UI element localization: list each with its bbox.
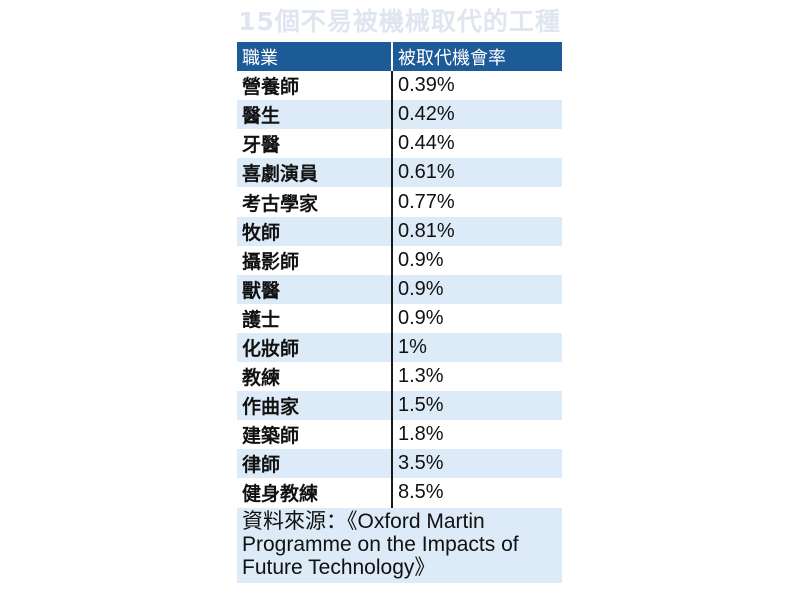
- rate-cell: 0.61%: [398, 161, 455, 184]
- job-cell: 牧師: [237, 216, 393, 246]
- table-row: 攝影師 0.9%: [237, 245, 562, 275]
- rate-cell: 0.44%: [398, 132, 455, 155]
- table-row: 作曲家 1.5%: [237, 391, 562, 421]
- rate-cell: 1.8%: [398, 423, 444, 446]
- rate-cell: 0.77%: [398, 190, 455, 213]
- job-cell: 作曲家: [237, 391, 393, 421]
- table-row: 醫生 0.42%: [237, 100, 562, 130]
- job-cell: 護士: [237, 303, 393, 333]
- job-cell: 建築師: [237, 420, 393, 450]
- job-cell: 健身教練: [237, 478, 393, 508]
- table-header-row: 職業 被取代機會率: [237, 42, 562, 72]
- rate-cell: 3.5%: [398, 452, 444, 475]
- job-cell: 化妝師: [237, 332, 393, 363]
- data-table: 職業 被取代機會率 營養師 0.39% 醫生 0.42% 牙醫 0.44% 喜劇演員 0.61…: [237, 42, 562, 583]
- table-card: 15個不易被機械取代的工種 職業 被取代機會率 營養師 0.39% 醫生 0.42% 牙…: [237, 0, 562, 585]
- table-row: 律師 3.5%: [237, 449, 562, 479]
- column-header-rate: 被取代機會率: [398, 47, 506, 69]
- table-row: 營養師 0.39%: [237, 71, 562, 101]
- rate-cell: 0.42%: [398, 103, 455, 126]
- job-cell: 考古學家: [237, 187, 393, 217]
- table-row: 護士 0.9%: [237, 303, 562, 333]
- rate-cell: 8.5%: [398, 481, 444, 504]
- rate-cell: 0.81%: [398, 219, 455, 242]
- job-cell: 醫生: [237, 100, 393, 130]
- rate-cell: 1%: [398, 335, 427, 358]
- rate-cell: 0.9%: [398, 306, 444, 329]
- job-cell: 營養師: [237, 71, 393, 101]
- source-note: 資料來源：《Oxford Martin Programme on the Imp…: [237, 507, 562, 583]
- table-row: 牧師 0.81%: [237, 216, 562, 246]
- job-cell: 教練: [237, 362, 393, 392]
- table-row: 牙醫 0.44%: [237, 129, 562, 159]
- rate-cell: 0.9%: [398, 248, 444, 271]
- job-cell: 律師: [237, 449, 393, 479]
- column-header-job: 職業: [237, 42, 393, 72]
- rate-cell: 1.3%: [398, 365, 444, 388]
- rate-cell: 1.5%: [398, 394, 444, 417]
- table-row: 喜劇演員 0.61%: [237, 158, 562, 188]
- table-row: 考古學家 0.77%: [237, 187, 562, 217]
- table-body: 營養師 0.39% 醫生 0.42% 牙醫 0.44% 喜劇演員 0.61% 考古學家 0.77%…: [237, 71, 562, 508]
- rate-cell: 0.39%: [398, 74, 455, 97]
- job-cell: 攝影師: [237, 245, 393, 275]
- job-cell: 獸醫: [237, 274, 393, 304]
- job-cell: 牙醫: [237, 129, 393, 159]
- job-cell: 喜劇演員: [237, 158, 393, 188]
- table-row: 教練 1.3%: [237, 362, 562, 392]
- rate-cell: 0.9%: [398, 277, 444, 300]
- table-row: 健身教練 8.5%: [237, 478, 562, 508]
- table-row: 建築師 1.8%: [237, 420, 562, 450]
- table-row: 化妝師 1%: [237, 332, 562, 363]
- table-row: 獸醫 0.9%: [237, 274, 562, 304]
- chart-title: 15個不易被機械取代的工種: [238, 7, 561, 36]
